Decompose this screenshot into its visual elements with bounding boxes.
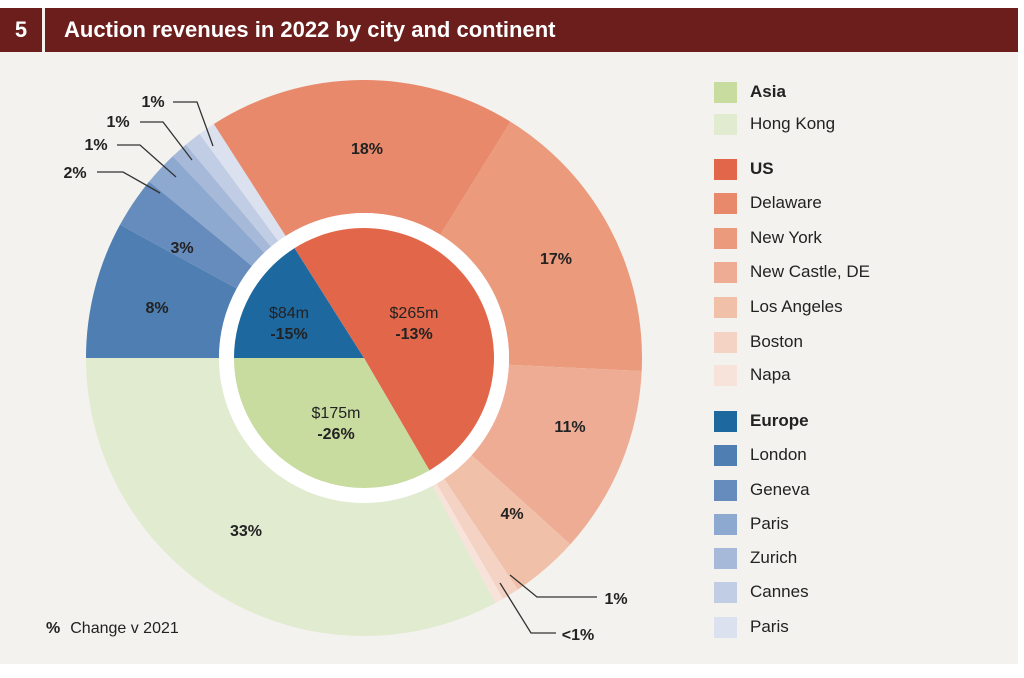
legend-label: Delaware — [750, 193, 822, 212]
header-divider — [42, 8, 45, 52]
outer-slice-boston — [436, 478, 518, 599]
leader-line — [499, 582, 556, 634]
legend-label: Europe — [750, 411, 809, 430]
outer-slice-new-castle-de — [471, 364, 642, 545]
legend-swatch — [714, 158, 737, 180]
outer-slice-new-york — [440, 121, 642, 372]
legend-label: Boston — [750, 332, 803, 351]
outer-label-geneva: 3% — [170, 240, 193, 257]
leader-line — [509, 574, 597, 598]
legend-item-los-angeles: Los Angeles — [714, 295, 843, 319]
legend-label: New Castle, DE — [750, 262, 870, 281]
footnote-text: Change v 2021 — [70, 620, 179, 637]
legend-item-cannes: Cannes — [714, 580, 809, 604]
outer-slice-zurich — [172, 144, 272, 253]
inner-value-us: $265m — [390, 305, 439, 322]
outer-label-london: 8% — [145, 300, 168, 317]
inner-slice-europe — [234, 248, 364, 358]
outer-label-los-angeles: 4% — [500, 506, 523, 523]
legend-swatch — [714, 581, 737, 603]
outer-slice-delaware — [213, 80, 511, 236]
legend-item-boston: Boston — [714, 330, 803, 354]
legend-swatch — [714, 261, 737, 283]
legend-label: Paris — [750, 617, 789, 636]
inner-change-us: -13% — [395, 326, 432, 343]
leader-line — [173, 101, 214, 147]
outer-label-boston: 1% — [604, 591, 627, 608]
legend-item-europe: Europe — [714, 409, 809, 433]
outer-slice-geneva — [120, 181, 252, 289]
inner-value-europe: $84m — [269, 305, 309, 322]
legend-label: Paris — [750, 514, 789, 533]
legend-label: Napa — [750, 365, 791, 384]
legend-item-london: London — [714, 443, 807, 467]
legend-item-geneva: Geneva — [714, 478, 810, 502]
inner-change-europe: -15% — [270, 326, 307, 343]
legend-item-new-york: New York — [714, 226, 822, 250]
legend-label: Asia — [750, 82, 786, 101]
legend-item-paris: Paris — [714, 615, 789, 639]
outer-slice-paris — [199, 124, 286, 242]
chart-title: Auction revenues in 2022 by city and con… — [64, 17, 556, 42]
inner-slice-us — [294, 228, 494, 471]
legend-swatch — [714, 227, 737, 249]
inner-value-asia: $175m — [312, 405, 361, 422]
leader-line — [117, 144, 177, 178]
legend-item-hong-kong: Hong Kong — [714, 112, 835, 136]
inner-change-asia: -26% — [317, 426, 354, 443]
legend-swatch — [714, 364, 737, 386]
chart-header: 5 Auction revenues in 2022 by city and c… — [0, 8, 1018, 52]
outer-slice-london — [86, 224, 237, 358]
footnote: % Change v 2021 — [46, 620, 179, 638]
outer-label-paris: 2% — [63, 165, 86, 182]
inner-slice-asia — [234, 358, 430, 488]
legend-label: Cannes — [750, 582, 809, 601]
legend-item-delaware: Delaware — [714, 191, 822, 215]
outer-label-zurich: 1% — [84, 137, 107, 154]
leader-line — [140, 121, 193, 161]
figure-number: 5 — [14, 17, 28, 42]
donut-chart: 8% 3% 2% 1% 1% 1% 18% 17% 11% 4% 1% <1% 33% $84m -15% $… — [63, 80, 642, 644]
legend-swatch — [714, 192, 737, 214]
outer-label-napa: <1% — [562, 627, 594, 644]
legend-swatch — [714, 331, 737, 353]
legend-swatch — [714, 444, 737, 466]
legend-swatch — [714, 479, 737, 501]
outer-label-cannes: 1% — [106, 114, 129, 131]
legend-label: London — [750, 445, 807, 464]
legend-label: US — [750, 159, 774, 178]
legend-swatch — [714, 410, 737, 432]
outer-label-delaware: 18% — [351, 141, 383, 158]
outer-slice-paris — [149, 156, 265, 266]
leader-line — [97, 171, 161, 194]
legend-swatch — [714, 616, 737, 638]
outer-label-new-york: 17% — [540, 251, 572, 268]
legend-label: Los Angeles — [750, 297, 843, 316]
legend-label: Hong Kong — [750, 114, 836, 133]
outer-label-paris: 1% — [141, 94, 164, 111]
outer-slice-hong-kong — [86, 358, 496, 636]
outer-slice-cannes — [185, 133, 279, 247]
footnote-symbol: % — [46, 620, 61, 637]
outer-label-new-castle-de: 11% — [554, 419, 585, 436]
legend-item-asia: Asia — [714, 80, 786, 104]
outer-label-hong-kong: 33% — [230, 523, 262, 540]
legend-swatch — [714, 513, 737, 535]
legend-label: New York — [750, 228, 822, 247]
legend-swatch — [714, 296, 737, 318]
legend-swatch — [714, 113, 737, 135]
legend-swatch — [714, 81, 737, 103]
legend-item-us: US — [714, 157, 774, 181]
legend-item-paris: Paris — [714, 512, 789, 536]
outer-slice-los-angeles — [444, 455, 571, 590]
legend-swatch — [714, 547, 737, 569]
legend-item-new-castle-de: New Castle, DE — [714, 260, 870, 284]
legend-item-zurich: Zurich — [714, 546, 797, 570]
legend-item-napa: Napa — [714, 363, 791, 387]
legend-label: Geneva — [750, 480, 810, 499]
legend-label: Zurich — [750, 548, 798, 567]
outer-slice-napa — [432, 483, 503, 603]
